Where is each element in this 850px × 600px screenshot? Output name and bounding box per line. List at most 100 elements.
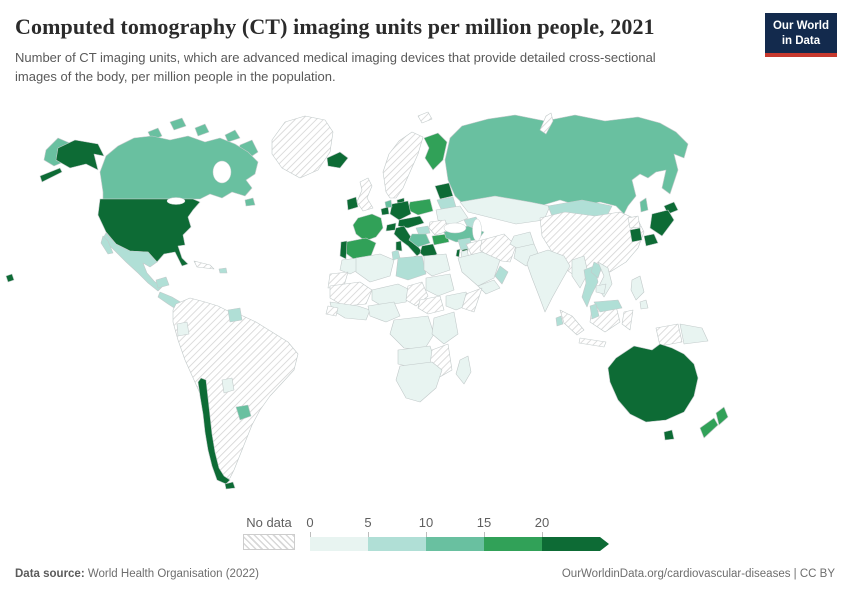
legend-bin-20-plus[interactable] bbox=[542, 537, 609, 551]
hudson-bay bbox=[212, 160, 232, 184]
legend-bin-0-5[interactable] bbox=[310, 537, 368, 551]
region-baltic-states[interactable] bbox=[434, 182, 454, 200]
country-australia-tasmania[interactable] bbox=[663, 429, 675, 441]
country-dominican-republic[interactable] bbox=[218, 267, 228, 274]
legend-tick-labels: 0 5 10 15 20 bbox=[306, 515, 620, 532]
country-greenland[interactable] bbox=[271, 115, 334, 179]
country-algeria[interactable] bbox=[355, 253, 395, 283]
country-cambodia[interactable] bbox=[595, 283, 607, 295]
country-bulgaria[interactable] bbox=[431, 233, 450, 246]
country-papua-new-guinea[interactable] bbox=[679, 323, 709, 345]
country-russia-sakhalin[interactable] bbox=[639, 197, 649, 213]
country-south-africa[interactable] bbox=[395, 361, 443, 403]
country-ireland[interactable] bbox=[346, 196, 359, 211]
legend-tick-10: 10 bbox=[418, 515, 434, 530]
country-iceland[interactable] bbox=[326, 151, 349, 169]
country-japan-kyushu[interactable] bbox=[643, 233, 659, 247]
country-nigeria[interactable] bbox=[367, 301, 401, 323]
owid-logo[interactable]: Our World in Data bbox=[764, 13, 837, 57]
country-chile-tierra-del-fuego[interactable] bbox=[224, 481, 236, 490]
region-drc-central-africa[interactable] bbox=[389, 315, 435, 351]
country-india[interactable] bbox=[526, 249, 571, 313]
region-east-africa[interactable] bbox=[431, 311, 459, 345]
region-south-america-no-data[interactable] bbox=[172, 297, 299, 481]
country-mexico-baja[interactable] bbox=[100, 235, 114, 255]
legend-bin-10-15[interactable] bbox=[426, 537, 484, 551]
country-belgium[interactable] bbox=[380, 206, 390, 216]
country-germany[interactable] bbox=[389, 200, 412, 221]
region-mauritania-mali[interactable] bbox=[329, 281, 373, 307]
country-mexico-yucatan[interactable] bbox=[155, 276, 170, 289]
country-libya[interactable] bbox=[395, 255, 427, 281]
country-paraguay[interactable] bbox=[221, 377, 235, 394]
country-israel[interactable] bbox=[455, 248, 461, 258]
region-novaya-zemlya[interactable] bbox=[539, 112, 554, 135]
region-croatia-serbia[interactable] bbox=[408, 233, 431, 248]
country-portugal[interactable] bbox=[339, 240, 348, 260]
country-canada-arctic-2[interactable] bbox=[169, 117, 187, 131]
region-austria-czechia[interactable] bbox=[397, 215, 425, 229]
country-switzerland[interactable] bbox=[385, 222, 397, 232]
country-sri-lanka[interactable] bbox=[555, 315, 564, 327]
country-canada-arctic-4[interactable] bbox=[224, 129, 241, 143]
region-guinea[interactable] bbox=[325, 305, 339, 317]
country-united-kingdom[interactable] bbox=[356, 177, 374, 212]
region-south-sudan-car[interactable] bbox=[417, 295, 445, 315]
country-cuba[interactable] bbox=[193, 260, 215, 270]
legend-bin-5-10[interactable] bbox=[368, 537, 426, 551]
country-indonesia-sumatra[interactable] bbox=[559, 309, 585, 336]
country-united-states-hawaii[interactable] bbox=[5, 273, 15, 283]
great-lakes bbox=[166, 197, 186, 205]
country-mexico[interactable] bbox=[101, 232, 163, 292]
legend-no-data-swatch[interactable] bbox=[243, 534, 295, 550]
country-indonesia-java[interactable] bbox=[578, 337, 607, 348]
region-guyana-suriname[interactable] bbox=[227, 307, 243, 323]
country-indonesia-sulawesi[interactable] bbox=[621, 309, 634, 331]
country-saudi-arabia[interactable] bbox=[457, 251, 501, 287]
country-canada-newfoundland[interactable] bbox=[244, 197, 256, 207]
country-poland[interactable] bbox=[407, 198, 434, 216]
country-malaysia-peninsula[interactable] bbox=[589, 303, 600, 320]
country-new-zealand-north[interactable] bbox=[715, 406, 729, 426]
country-south-korea[interactable] bbox=[629, 227, 643, 243]
country-canada[interactable] bbox=[99, 135, 259, 200]
country-france[interactable] bbox=[352, 213, 384, 242]
country-chile[interactable] bbox=[197, 377, 231, 485]
country-philippines[interactable] bbox=[630, 275, 645, 301]
country-north-korea[interactable] bbox=[627, 215, 641, 229]
country-hungary[interactable] bbox=[415, 225, 431, 236]
country-oman[interactable] bbox=[494, 265, 509, 285]
chart-header: Computed tomography (CT) imaging units p… bbox=[15, 14, 755, 87]
owid-url-link[interactable]: OurWorldinData.org/cardiovascular-diseas… bbox=[561, 568, 835, 580]
legend-bin-15-20[interactable] bbox=[484, 537, 542, 551]
legend-tick-15: 15 bbox=[476, 515, 492, 530]
country-new-zealand-south[interactable] bbox=[699, 417, 719, 439]
country-finland[interactable] bbox=[423, 132, 448, 171]
country-netherlands[interactable] bbox=[384, 199, 393, 209]
country-sudan[interactable] bbox=[425, 273, 455, 297]
chart-footer: Data source: World Health Organisation (… bbox=[15, 568, 835, 580]
country-madagascar[interactable] bbox=[455, 355, 472, 385]
region-svalbard[interactable] bbox=[417, 111, 433, 124]
country-myanmar[interactable] bbox=[571, 255, 589, 289]
country-egypt[interactable] bbox=[423, 253, 451, 277]
country-uruguay[interactable] bbox=[235, 404, 252, 421]
region-norway-sweden[interactable] bbox=[382, 131, 424, 199]
country-italy[interactable] bbox=[393, 225, 423, 257]
country-philippines-mindanao[interactable] bbox=[639, 299, 649, 310]
data-source-value: World Health Organisation (2022) bbox=[84, 568, 259, 580]
country-canada-arctic-3[interactable] bbox=[194, 123, 210, 137]
country-malaysia-borneo[interactable] bbox=[593, 299, 623, 313]
country-united-states-aleutians[interactable] bbox=[39, 167, 63, 183]
country-italy-sardinia[interactable] bbox=[395, 240, 403, 252]
country-united-states-alaska[interactable] bbox=[55, 139, 105, 171]
country-niger[interactable] bbox=[371, 283, 411, 307]
country-australia[interactable] bbox=[607, 343, 699, 423]
country-yemen[interactable] bbox=[477, 279, 501, 295]
legend-color-bar bbox=[310, 537, 620, 551]
country-somalia[interactable] bbox=[461, 287, 483, 313]
country-indonesia-west-papua[interactable] bbox=[655, 323, 683, 347]
country-romania[interactable] bbox=[428, 219, 450, 236]
country-japan-honshu[interactable] bbox=[649, 209, 675, 237]
country-ecuador[interactable] bbox=[176, 321, 190, 337]
